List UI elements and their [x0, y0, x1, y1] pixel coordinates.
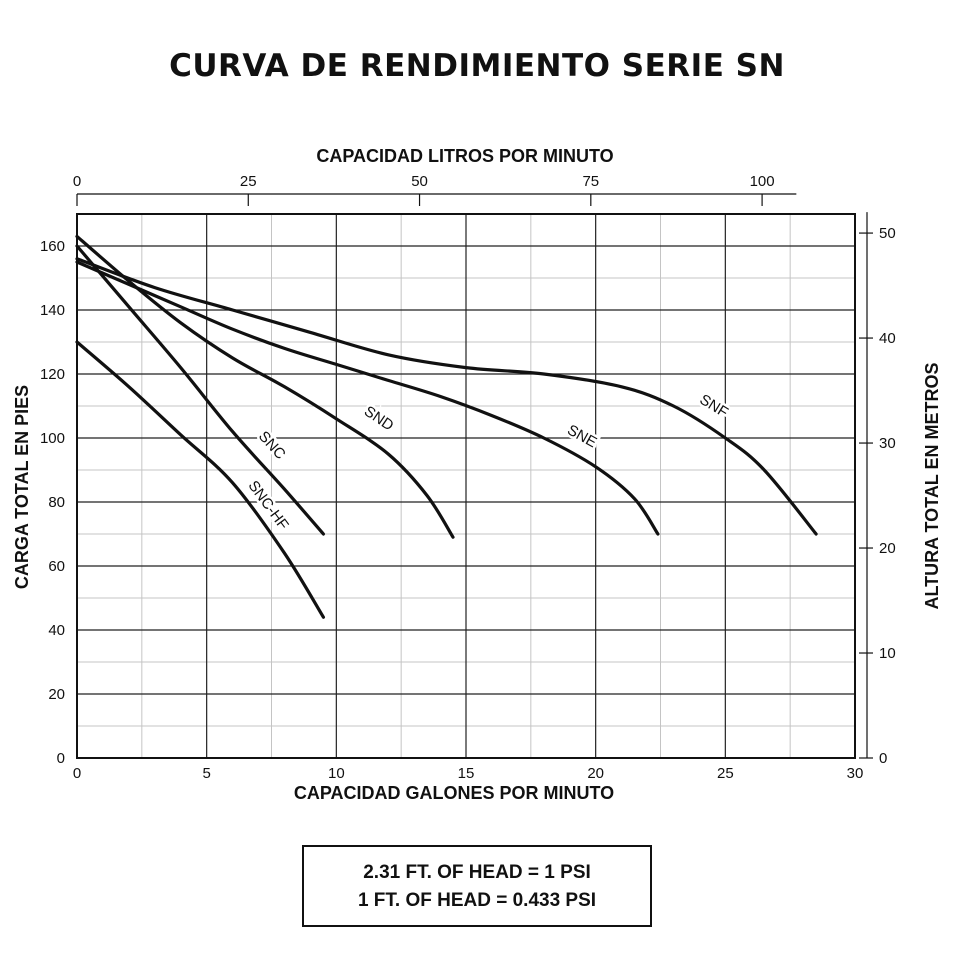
y-tick-label: 100 — [40, 430, 65, 447]
y-tick-label: 40 — [48, 622, 65, 639]
y-tick-label: 140 — [40, 302, 65, 319]
conversion-note: 2.31 FT. OF HEAD = 1 PSI 1 FT. OF HEAD =… — [302, 845, 652, 927]
y2-tick-label: 50 — [879, 225, 896, 242]
y2-tick-label: 30 — [879, 435, 896, 452]
chart-title: CURVA DE RENDIMIENTO SERIE SN — [169, 48, 785, 84]
series-line-snc — [75, 244, 325, 536]
y2-tick-label: 0 — [879, 750, 887, 767]
x2-tick-label: 75 — [582, 173, 599, 190]
conversion-note-line-1: 2.31 FT. OF HEAD = 1 PSI — [363, 862, 591, 883]
y-tick-label: 60 — [48, 558, 65, 575]
conversion-note-line-2: 1 FT. OF HEAD = 0.433 PSI — [357, 890, 597, 911]
y2-tick-label: 20 — [879, 540, 896, 557]
series-line-snc-hf — [75, 340, 325, 619]
x-tick-label: 10 — [328, 765, 345, 782]
x-tick-label: 25 — [717, 765, 734, 782]
x2-tick-label: 0 — [73, 173, 81, 190]
y2-tick-label: 10 — [879, 645, 896, 662]
x-tick-label: 20 — [587, 765, 604, 782]
x-tick-label: 15 — [458, 765, 475, 782]
y2-tick-label: 40 — [879, 330, 896, 347]
y-tick-label: 80 — [48, 494, 65, 511]
x-tick-label: 5 — [202, 765, 210, 782]
y-tick-label: 120 — [40, 366, 65, 383]
x2-axis-title: CAPACIDAD LITROS POR MINUTO — [316, 146, 613, 166]
series-label-snd: SND — [361, 403, 397, 435]
series-line-snf — [75, 257, 818, 536]
series-line-sne — [75, 260, 660, 536]
series-label-sne: SNE — [564, 422, 599, 452]
y-tick-label: 20 — [48, 686, 65, 703]
series-label-snc: SNC — [255, 428, 289, 463]
plot-frame — [76, 213, 856, 759]
x2-tick-label: 100 — [750, 173, 775, 190]
y-axis-title: CARGA TOTAL EN PIES — [12, 385, 32, 589]
y2-axis-title: ALTURA TOTAL EN METROS — [922, 363, 942, 610]
x-axis-title: CAPACIDAD GALONES POR MINUTO — [294, 783, 614, 803]
x2-tick-label: 50 — [411, 173, 428, 190]
y-tick-label: 160 — [40, 238, 65, 255]
y-tick-label: 0 — [57, 750, 65, 767]
x2-tick-label: 25 — [240, 173, 257, 190]
x-tick-label: 0 — [73, 765, 81, 782]
x-tick-label: 30 — [847, 765, 864, 782]
